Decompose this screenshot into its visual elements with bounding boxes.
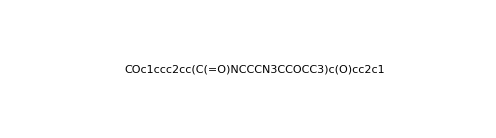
Text: COc1ccc2cc(C(=O)NCCCN3CCOCC3)c(O)cc2c1: COc1ccc2cc(C(=O)NCCCN3CCOCC3)c(O)cc2c1 (124, 65, 384, 75)
